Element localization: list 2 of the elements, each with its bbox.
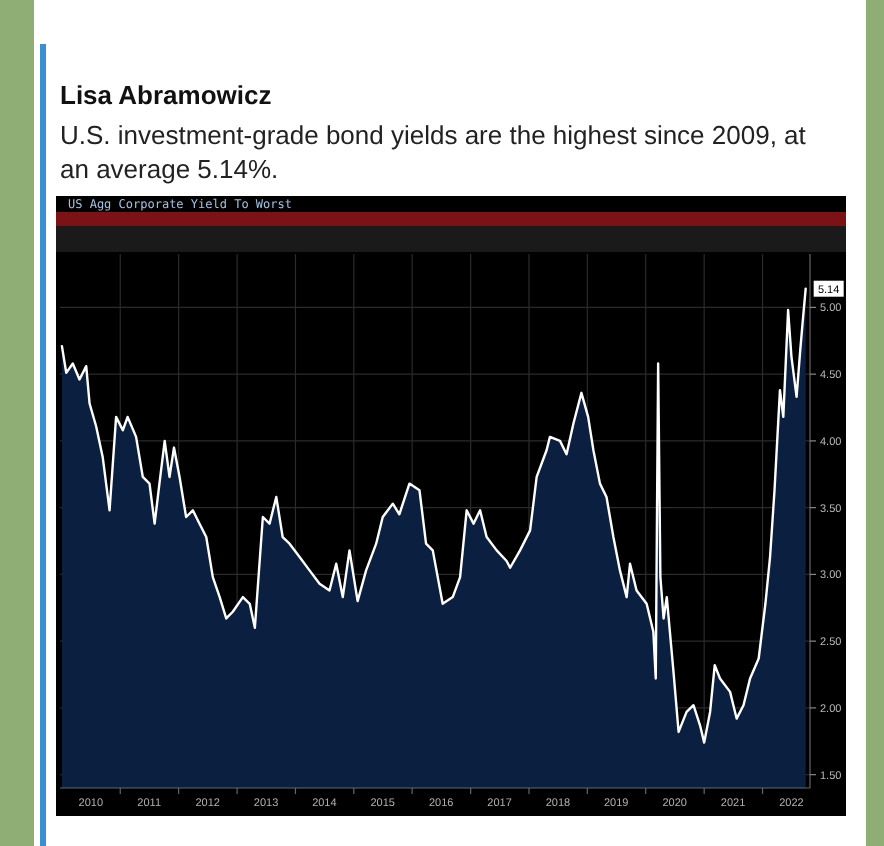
text: Lisa Abramowicz (60, 80, 272, 112)
chart-title: U.S. investment-grade bond yields are the highest since 2009, at an average 5.14%. (60, 118, 808, 186)
